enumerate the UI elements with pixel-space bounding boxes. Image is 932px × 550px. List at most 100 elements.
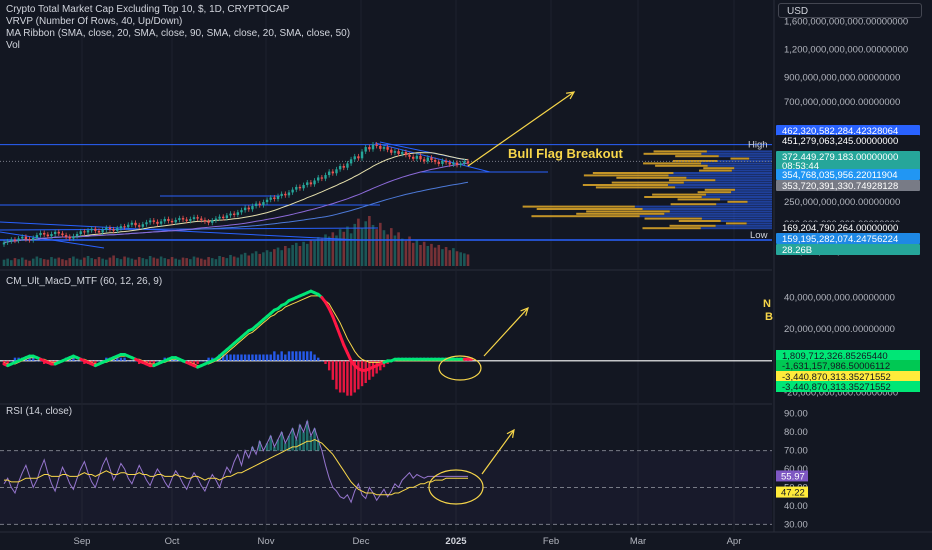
candle-body [368,147,371,150]
macd-histogram-bar [32,357,35,361]
candle-body [415,155,419,159]
rsi-panel-title[interactable]: RSI (14, close) [6,406,73,417]
candle-body [371,144,375,150]
volume-profile-up-row [669,210,772,213]
macd-histogram-bar [39,360,42,362]
high-label: High [748,140,768,151]
candle-body [353,156,356,160]
macd-histogram-bar [265,354,269,361]
candle-body [218,216,221,219]
volume-bar [393,235,397,266]
indicator-vrvp-label[interactable]: VRVP (Number Of Rows, 40, Up/Down) [6,16,183,27]
candle-body [327,171,331,176]
volume-profile-up-row [746,222,772,225]
candle-body [105,227,108,230]
indicator-volume-label[interactable]: Vol [6,40,20,51]
volume-profile-up-row [686,176,772,179]
candle-body [112,229,115,231]
macd-value-label: -3,440,870,313.35271552 [782,372,891,383]
macd-value-badge [776,350,920,361]
macd-histogram-bar [338,360,342,393]
macd-histogram-bar [79,360,82,362]
volume-profile-up-row [701,196,772,198]
volume-profile-up-row [734,167,772,170]
volume-bar [199,258,203,266]
volume-profile-down-row [725,222,747,225]
volume-profile-down-row [576,212,665,215]
candle-body [24,236,28,240]
volume-bar [331,232,335,266]
candle-body [50,234,53,237]
side-note-1: N [763,298,771,310]
candle-body [433,160,437,162]
time-axis[interactable]: Sep Oct Nov Dec 2025 Feb Mar Apr [74,536,742,547]
volume-bar [302,241,305,266]
rsi-value-label: 55.97 [781,471,805,482]
currency-selector[interactable]: USD [778,3,922,18]
volume-profile-up-row [668,174,772,177]
candle-body [225,215,229,219]
volume-bar [404,240,408,266]
volume-bar [130,258,134,266]
volume-profile-down-row [644,217,702,220]
macd-histogram-bar [298,351,302,361]
volume-bar [35,256,39,266]
candle-body [207,221,210,223]
candle-body [156,221,159,224]
macd-histogram-bar [127,360,130,362]
candle-body [200,218,203,220]
macd-histogram-bar [229,354,232,361]
macd-histogram-bar [335,360,338,390]
volume-bar [232,256,236,266]
volume-bar [386,234,389,266]
volume-bar [174,258,178,266]
candle-body [313,180,316,185]
macd-histogram-bar [269,354,272,361]
macd-panel-title[interactable]: CM_Ult_MacD_MTF (60, 12, 26, 9) [6,276,163,287]
volume-bar [53,258,57,266]
volume-bar [97,257,101,266]
breakout-arrow-head [566,91,576,100]
macd-histogram-bar [156,360,159,362]
volume-profile-up-row [675,186,772,189]
volume-bar [214,259,218,266]
volume-bar [20,257,24,266]
volume-bar [430,243,433,266]
candle-body [273,197,276,199]
macd-histogram-bar [291,351,294,361]
volume-bar [247,255,251,266]
indicator-ma-ribbon-label[interactable]: MA Ribbon (SMA, close, 20, SMA, close, 9… [6,28,351,39]
volume-bar [382,230,386,266]
volume-bar [287,248,291,266]
side-note-2: B [765,311,773,323]
volume-bar [141,258,145,266]
candle-body [338,166,342,170]
macd-histogram-bar [317,357,320,361]
macd-histogram-bar [276,354,280,361]
volume-bar [298,246,302,266]
candle-body [17,238,20,241]
chart-title[interactable]: Crypto Total Market Cap Excluding Top 10… [6,4,290,15]
price-badge [776,135,920,146]
macd-histogram-bar [309,351,313,361]
macd-histogram-bar [273,351,276,361]
volume-bar [178,259,181,266]
time-tick-label: Apr [727,536,742,547]
macd-histogram-bar [295,351,298,361]
candle-body [232,213,236,215]
rsi-tick-label: 70.00 [784,446,808,457]
volume-bar [316,237,320,266]
volume-bar [466,254,470,266]
candle-body [163,219,166,222]
volume-profile-down-row [704,188,735,191]
candle-body [236,212,240,215]
volume-profile-down-row [583,174,669,177]
macd-histogram-bar [236,354,240,361]
price-axis[interactable]: 1,600,000,000,000.00000000 1,200,000,000,… [776,16,920,530]
macd-histogram-bar [360,360,364,387]
candle-body [68,236,71,239]
candle-body [240,210,243,213]
volume-profile-down-row [582,184,668,186]
candle-body [13,239,17,241]
